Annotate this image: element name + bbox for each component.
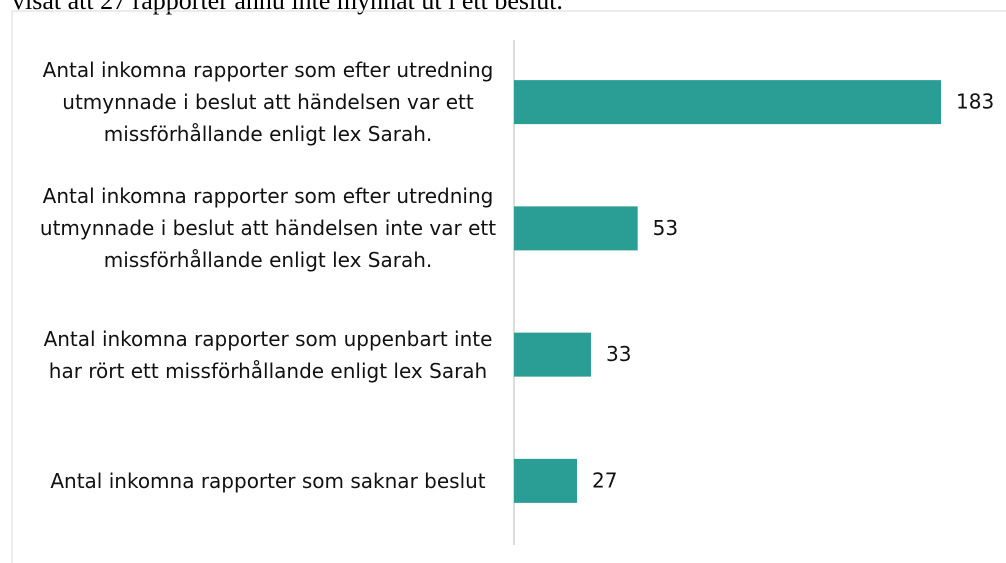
bar bbox=[514, 80, 941, 125]
category-label: Antal inkomna rapporter som uppenbart in… bbox=[43, 326, 493, 383]
value-label: 27 bbox=[592, 468, 617, 492]
value-label: 53 bbox=[653, 216, 678, 240]
category-label: Antal inkomna rapporter som efter utredn… bbox=[39, 184, 497, 273]
bar bbox=[514, 206, 638, 251]
category-label: Antal inkomna rapporter som efter utredn… bbox=[42, 58, 494, 147]
value-label: 33 bbox=[606, 342, 631, 366]
bar bbox=[514, 332, 591, 377]
category-label: Antal inkomna rapporter som saknar beslu… bbox=[50, 468, 486, 493]
bar bbox=[514, 458, 577, 503]
value-label: 183 bbox=[956, 90, 994, 114]
